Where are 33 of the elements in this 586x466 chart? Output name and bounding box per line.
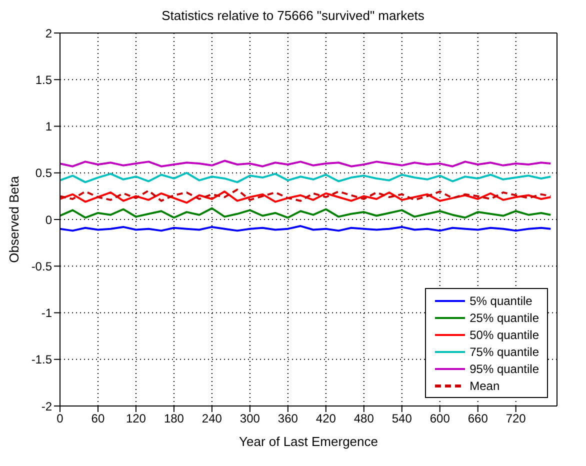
x-tick-label: 480 bbox=[354, 412, 374, 426]
x-tick-label: 300 bbox=[240, 412, 260, 426]
x-tick-label: 420 bbox=[316, 412, 336, 426]
y-tick-label: 1.5 bbox=[35, 72, 52, 87]
x-tick-label: 720 bbox=[506, 412, 526, 426]
y-tick-label: 2 bbox=[45, 26, 52, 40]
y-tick-label: -2 bbox=[41, 399, 52, 414]
x-tick-label: 660 bbox=[468, 412, 488, 426]
x-axis-title: Year of Last Emergence bbox=[239, 434, 378, 449]
legend-label: 25% quantile bbox=[470, 310, 539, 324]
x-tick-label: 180 bbox=[164, 412, 184, 426]
x-tick-label: 240 bbox=[202, 412, 222, 426]
y-axis-title: Observed Beta bbox=[6, 175, 22, 263]
legend-label: 50% quantile bbox=[470, 328, 539, 342]
line-series bbox=[60, 207, 552, 219]
legend-label: 5% quantile bbox=[470, 294, 532, 308]
x-tick-label: 0 bbox=[56, 412, 64, 426]
y-tick-label: -1 bbox=[41, 306, 52, 320]
x-tick-label: 360 bbox=[278, 412, 298, 426]
x-tick-label: 120 bbox=[126, 412, 146, 426]
y-tick-label: 0.5 bbox=[35, 166, 52, 180]
y-tick-label: 0 bbox=[45, 212, 52, 227]
chart-title: Statistics relative to 75666 "survived" markets bbox=[160, 8, 426, 25]
legend-label: 95% quantile bbox=[470, 362, 539, 376]
line-series bbox=[60, 172, 552, 184]
y-tick-label: -1.5 bbox=[31, 352, 52, 367]
x-tick-label: 540 bbox=[392, 412, 412, 426]
y-tick-label: 1 bbox=[45, 120, 52, 134]
legend-label: 75% quantile bbox=[470, 344, 539, 358]
y-tick-label: -0.5 bbox=[31, 259, 52, 274]
x-tick-label: 600 bbox=[430, 412, 450, 426]
x-tick-label: 60 bbox=[91, 412, 105, 426]
legend-label: Mean bbox=[470, 378, 500, 392]
